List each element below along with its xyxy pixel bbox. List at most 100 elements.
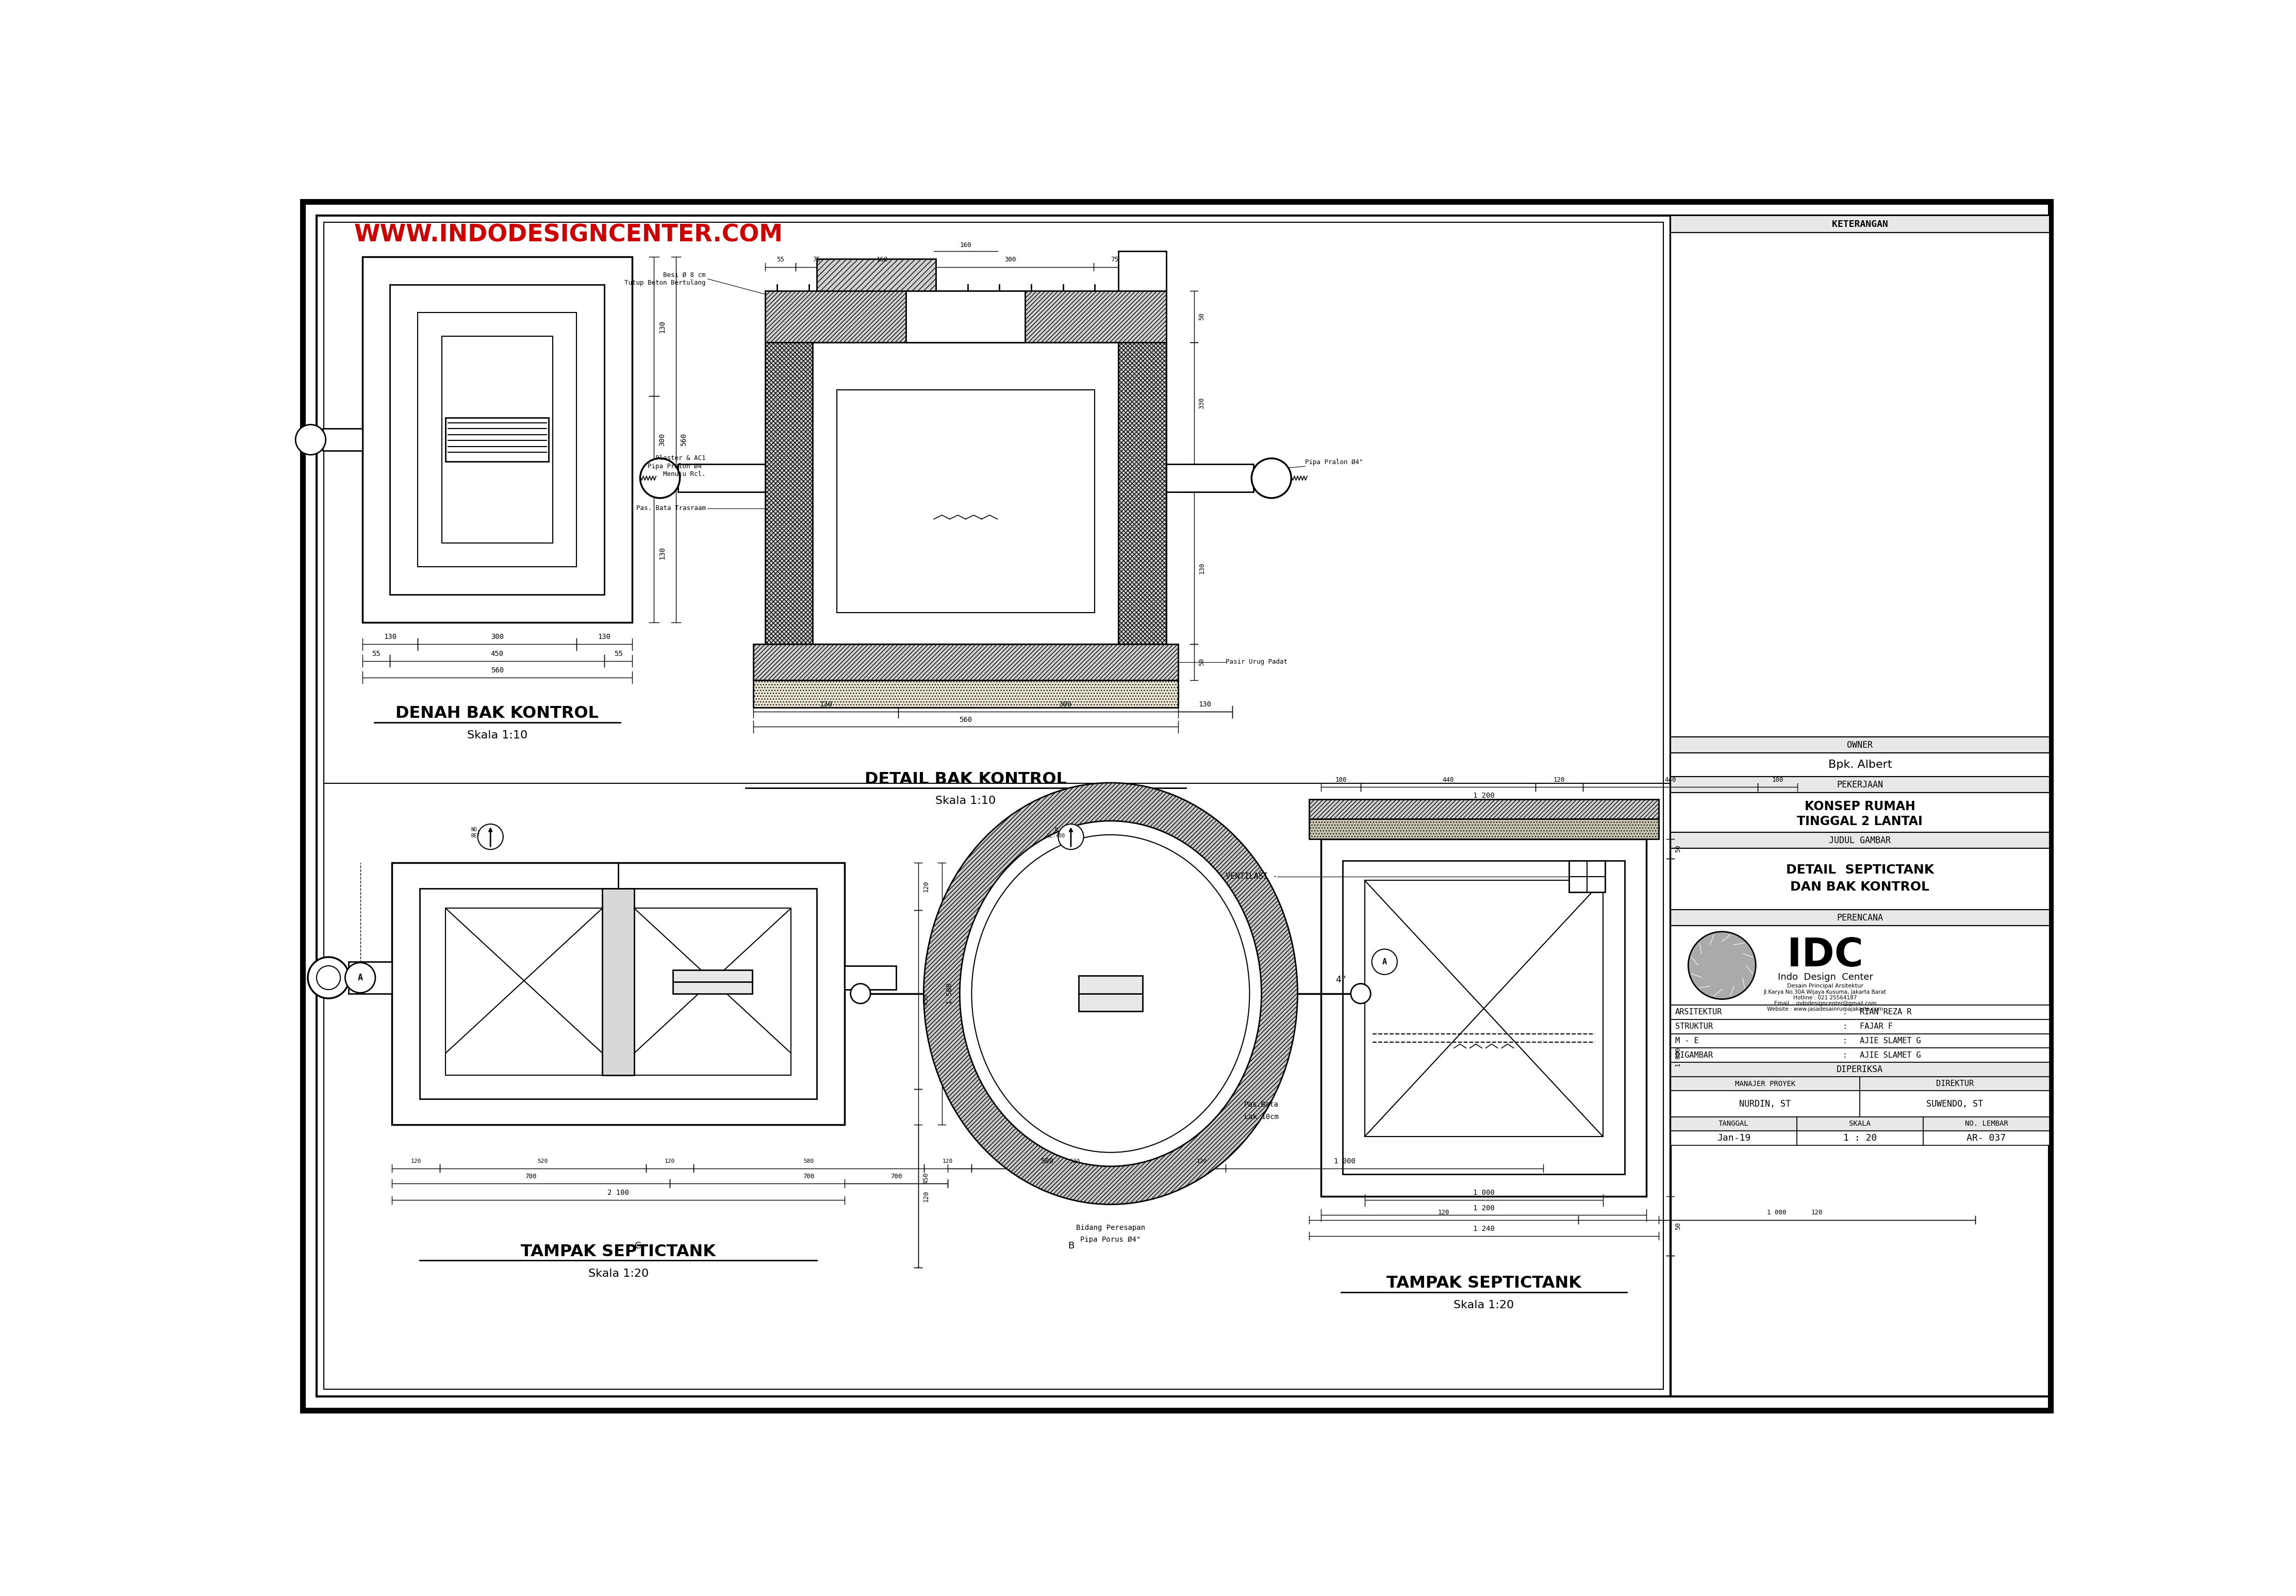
Text: 100: 100 <box>1334 777 1348 784</box>
Text: 130: 130 <box>659 546 666 559</box>
Bar <box>1671 1117 1798 1132</box>
Text: 1 240: 1 240 <box>1474 1226 1495 1232</box>
Bar <box>1671 847 2050 910</box>
Text: 500: 500 <box>1040 1157 1054 1165</box>
Text: PEKERJAAN: PEKERJAAN <box>1837 780 1883 790</box>
Text: 1 000: 1 000 <box>1768 1210 1786 1216</box>
Text: 120: 120 <box>923 881 930 892</box>
Bar <box>907 290 1026 343</box>
Bar <box>765 290 1166 343</box>
Text: ARSITEKTUR: ARSITEKTUR <box>1676 1009 1722 1017</box>
Text: Pipa Pralon Ø4": Pipa Pralon Ø4" <box>1304 460 1364 466</box>
Text: TAMPAK SEPTICTANK: TAMPAK SEPTICTANK <box>1387 1275 1582 1291</box>
Text: 130: 130 <box>1199 562 1205 575</box>
Bar <box>324 222 1662 1390</box>
Bar <box>1343 860 1626 1175</box>
Text: AR- 037: AR- 037 <box>1968 1133 2007 1143</box>
Text: Skala 1:20: Skala 1:20 <box>1453 1301 1513 1310</box>
Text: Menuju Rcl.: Menuju Rcl. <box>664 471 705 477</box>
Text: VENTILASI -: VENTILASI - <box>1226 873 1277 881</box>
Bar <box>1671 833 2050 847</box>
Bar <box>765 343 813 645</box>
Text: 300: 300 <box>491 634 503 640</box>
Bar <box>1671 1034 2050 1049</box>
Bar <box>1671 233 2050 737</box>
Text: 330: 330 <box>1199 397 1205 409</box>
Text: 580: 580 <box>804 1159 815 1163</box>
Bar <box>1320 839 1646 1195</box>
Circle shape <box>1058 824 1084 849</box>
Text: Tutup Beton Bertulang: Tutup Beton Bertulang <box>625 279 705 286</box>
Text: 440: 440 <box>1442 777 1453 784</box>
Text: SKALA: SKALA <box>1848 1120 1871 1127</box>
Text: 520: 520 <box>537 1159 549 1163</box>
Bar <box>1671 777 2050 793</box>
Bar <box>1671 1077 1860 1092</box>
Text: 75: 75 <box>1111 257 1118 263</box>
Bar <box>445 418 549 461</box>
Text: JUDUL GAMBAR: JUDUL GAMBAR <box>1830 836 1892 844</box>
Text: 130: 130 <box>1199 701 1212 709</box>
Bar <box>1671 215 2050 233</box>
Text: Hotline : 021 25564187: Hotline : 021 25564187 <box>1793 996 1857 1001</box>
Text: C: C <box>636 1242 641 1250</box>
Circle shape <box>1350 983 1371 1004</box>
Bar <box>1671 1020 2050 1034</box>
Text: Jan-19: Jan-19 <box>1717 1133 1750 1143</box>
Text: 450: 450 <box>491 650 503 658</box>
Text: Skala 1:20: Skala 1:20 <box>588 1269 647 1278</box>
Text: DETAIL  SEPTICTANK: DETAIL SEPTICTANK <box>1786 863 1933 876</box>
Text: WWW.INDODESIGNCENTER.COM: WWW.INDODESIGNCENTER.COM <box>354 223 783 247</box>
Text: 130: 130 <box>597 634 611 640</box>
Bar <box>1671 1092 1860 1117</box>
Text: 120: 120 <box>411 1159 420 1163</box>
Bar <box>845 966 895 990</box>
Text: 1 500: 1 500 <box>946 983 953 1004</box>
Circle shape <box>1251 458 1290 498</box>
Bar <box>1079 975 1143 1012</box>
Text: Skala 1:10: Skala 1:10 <box>934 796 996 806</box>
Text: PERENCANA: PERENCANA <box>1837 913 1883 922</box>
Text: M - E: M - E <box>1676 1037 1699 1045</box>
Bar <box>349 962 393 994</box>
Text: Indo  Design  Center: Indo Design Center <box>1777 972 1874 982</box>
Bar <box>1166 464 1254 492</box>
Bar <box>441 337 553 543</box>
Text: 1 200: 1 200 <box>1474 1205 1495 1211</box>
Text: 560: 560 <box>491 667 503 674</box>
Bar <box>1924 1132 2050 1146</box>
Text: DENAH BAK KONTROL: DENAH BAK KONTROL <box>395 705 599 721</box>
Text: :: : <box>1841 1052 1848 1060</box>
Text: 120: 120 <box>1812 1210 1823 1216</box>
Text: Pipa Pralon Ø4": Pipa Pralon Ø4" <box>647 463 705 469</box>
Bar <box>1671 1063 2050 1077</box>
Bar <box>765 343 813 645</box>
Text: 130: 130 <box>820 701 831 709</box>
Text: Desain Principal Arsitektur: Desain Principal Arsitektur <box>1786 983 1864 988</box>
Bar <box>1798 1117 1924 1132</box>
Text: AJIE SLAMET G: AJIE SLAMET G <box>1860 1052 1922 1060</box>
Bar <box>393 862 845 1125</box>
Bar <box>1568 860 1605 892</box>
Text: TAMPAK SEPTICTANK: TAMPAK SEPTICTANK <box>521 1243 716 1259</box>
Bar <box>1364 881 1603 1136</box>
Text: :: : <box>1841 1037 1848 1045</box>
Bar <box>1671 753 2050 777</box>
Text: 50: 50 <box>1676 844 1681 852</box>
Text: TINGGAL 2 LANTAI: TINGGAL 2 LANTAI <box>1798 816 1922 827</box>
Text: OWNER: OWNER <box>1846 741 1874 750</box>
Text: 700: 700 <box>891 1173 902 1179</box>
Bar <box>1671 1049 2050 1063</box>
Text: 160: 160 <box>877 257 889 263</box>
Circle shape <box>308 958 349 999</box>
Bar <box>753 645 1178 680</box>
Bar <box>321 429 363 450</box>
Text: 55: 55 <box>1148 257 1155 263</box>
Text: MANAJER PROYEK: MANAJER PROYEK <box>1736 1080 1795 1087</box>
Bar <box>1798 1132 1924 1146</box>
Bar <box>1309 819 1658 839</box>
Bar <box>817 259 937 290</box>
Bar <box>1671 215 2050 1396</box>
Text: 2 100: 2 100 <box>608 1189 629 1197</box>
Text: Pas.Bata: Pas.Bata <box>1244 1101 1279 1108</box>
